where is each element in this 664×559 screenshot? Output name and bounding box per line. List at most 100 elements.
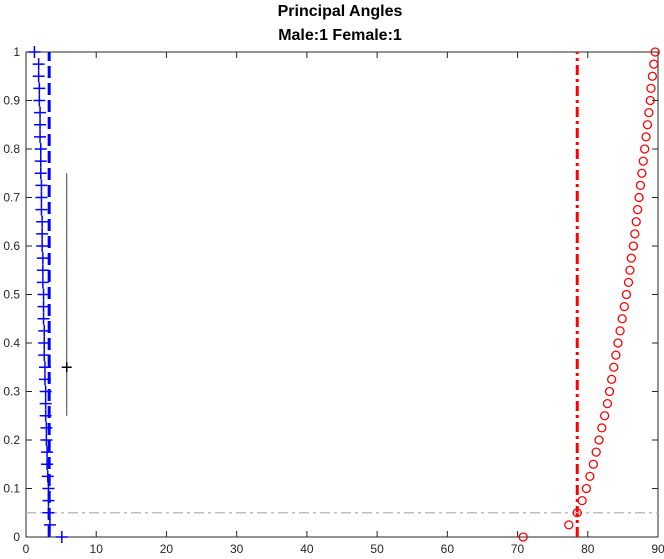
- circle-marker: [564, 520, 574, 530]
- circle-marker: [591, 447, 601, 457]
- circle-marker: [632, 204, 643, 215]
- circle-marker: [646, 83, 656, 94]
- plus-marker: [42, 506, 55, 519]
- circle-marker: [613, 338, 623, 348]
- x-tick-label: 60: [441, 542, 455, 556]
- circle-marker: [626, 253, 636, 263]
- y-tick-label: 0.5: [3, 288, 20, 302]
- circle-marker: [609, 362, 619, 372]
- circle-marker: [644, 107, 654, 118]
- circle-marker: [621, 289, 632, 300]
- circle-marker: [640, 144, 650, 154]
- plus-marker: [32, 70, 45, 83]
- circle-marker: [647, 71, 658, 81]
- circle-marker: [634, 192, 644, 203]
- plus-marker: [34, 155, 47, 168]
- circle-marker: [518, 532, 528, 542]
- circle-marker: [631, 217, 641, 227]
- y-tick-label: 0: [13, 530, 20, 544]
- y-tick-label: 1: [13, 45, 20, 59]
- chart-subtitle: Male:1 Female:1: [278, 27, 402, 44]
- chart-title: Principal Angles: [278, 3, 403, 20]
- plus-marker: [36, 264, 49, 277]
- plus-marker: [38, 324, 51, 337]
- plus-marker: [39, 409, 52, 422]
- x-tick-label: 0: [23, 542, 30, 556]
- x-tick-label: 40: [300, 542, 314, 556]
- circle-marker: [638, 156, 648, 166]
- plus-marker: [38, 337, 51, 349]
- circle-marker: [617, 314, 627, 324]
- plus-marker: [36, 215, 49, 228]
- circle-marker: [650, 47, 660, 57]
- plus-marker: [36, 227, 49, 240]
- plus-marker: [55, 531, 68, 543]
- circle-marker: [637, 168, 647, 178]
- circle-marker: [642, 120, 653, 130]
- plus-marker: [36, 240, 49, 252]
- plus-marker: [35, 179, 48, 192]
- plus-marker: [34, 167, 47, 180]
- plus-marker: [28, 46, 41, 58]
- y-tick-label: 0.4: [3, 336, 20, 350]
- circle-marker: [645, 95, 655, 106]
- circle-marker: [607, 374, 617, 385]
- plus-marker: [34, 118, 47, 131]
- errorbar-center-marker: [61, 362, 72, 373]
- circle-marker: [602, 398, 613, 409]
- circle-marker: [611, 350, 621, 360]
- circle-marker: [615, 326, 625, 336]
- y-tick-label: 0.3: [3, 385, 20, 399]
- plus-marker: [37, 300, 50, 313]
- circle-marker: [594, 435, 604, 445]
- x-tick-label: 50: [370, 542, 384, 556]
- circle-marker: [641, 132, 651, 142]
- plot-area: 0 10 20 30 40 50 60 70 80 90 0 0.1 0.2 0.3 0.4 0.5 0.6 0.…: [3, 45, 664, 556]
- x-tick-label: 80: [581, 542, 595, 556]
- circle-marker: [604, 386, 615, 397]
- plus-marker: [41, 470, 54, 483]
- circle-marker: [628, 241, 639, 251]
- plus-marker: [39, 397, 52, 410]
- x-tick-label: 30: [230, 542, 244, 556]
- plus-marker: [35, 203, 48, 216]
- plus-marker: [38, 361, 51, 374]
- circle-marker: [581, 483, 592, 494]
- y-tick-label: 0.9: [3, 94, 20, 108]
- circle-marker: [619, 301, 629, 312]
- plus-marker: [40, 434, 53, 446]
- plus-marker: [35, 191, 48, 204]
- plus-marker: [40, 421, 53, 434]
- y-tick-label: 0.7: [3, 191, 20, 205]
- circle-marker: [635, 180, 646, 191]
- plus-marker: [34, 130, 47, 143]
- axes-box: [25, 51, 659, 538]
- plus-marker: [37, 312, 50, 325]
- circle-marker: [623, 277, 634, 288]
- plus-marker: [33, 94, 46, 107]
- circle-marker: [625, 265, 635, 275]
- circle-marker: [649, 59, 659, 69]
- circle-marker: [630, 229, 640, 239]
- y-tick-label: 0.8: [3, 142, 20, 156]
- y-tick-label: 0.6: [3, 239, 20, 253]
- y-tick-label: 0.2: [3, 433, 20, 447]
- circle-marker: [585, 471, 595, 482]
- plus-marker: [42, 494, 55, 507]
- plus-marker: [34, 106, 47, 119]
- x-tick-label: 90: [651, 542, 664, 556]
- plus-marker: [33, 82, 46, 95]
- x-tick-label: 70: [511, 542, 525, 556]
- x-tick-label: 10: [90, 542, 104, 556]
- plus-marker: [38, 349, 51, 362]
- circle-marker: [599, 411, 610, 421]
- plus-marker: [37, 288, 50, 301]
- x-tick-label: 20: [160, 542, 174, 556]
- plus-marker: [32, 58, 45, 71]
- plus-marker: [43, 518, 56, 531]
- plus-marker: [36, 276, 49, 289]
- circle-marker: [597, 423, 607, 433]
- circle-marker: [577, 495, 587, 506]
- plus-marker: [42, 482, 55, 495]
